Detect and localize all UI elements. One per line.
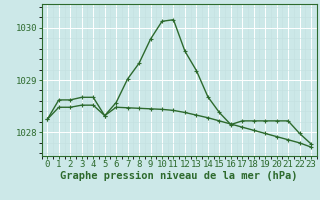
X-axis label: Graphe pression niveau de la mer (hPa): Graphe pression niveau de la mer (hPa): [60, 171, 298, 181]
